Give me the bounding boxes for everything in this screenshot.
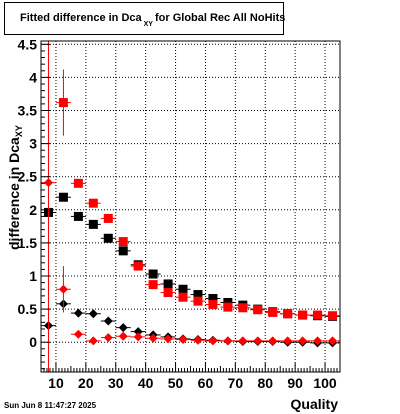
x-tick-label: 10	[48, 375, 64, 391]
y-tick-label: 3	[29, 136, 37, 152]
data-point-square	[298, 310, 308, 320]
data-point-square	[193, 296, 203, 306]
data-point-diamond	[73, 308, 83, 318]
y-tick-label: 1	[29, 268, 37, 284]
data-point-square	[103, 233, 113, 243]
data-point-square	[178, 292, 188, 302]
data-point-square	[58, 98, 68, 108]
y-tick-label: 2	[29, 202, 37, 218]
data-point-diamond	[43, 178, 53, 188]
data-point-square	[313, 310, 323, 320]
timestamp: Sun Jun 8 11:47:27 2025	[4, 401, 97, 410]
y-tick-label: 4.5	[18, 36, 38, 52]
data-point-square	[238, 303, 248, 313]
y-axis-label-subscript: XY	[14, 125, 24, 138]
data-point-square	[268, 307, 278, 317]
data-point-square	[178, 284, 188, 294]
data-point-diamond	[88, 309, 98, 319]
y-tick-label: 3.5	[18, 103, 38, 119]
data-point-diamond	[133, 327, 143, 337]
x-tick-label: 40	[138, 375, 154, 391]
data-point-diamond	[178, 335, 188, 345]
data-point-diamond	[163, 334, 173, 344]
x-tick-label: 80	[257, 375, 273, 391]
title-main: Fitted difference in Dca	[20, 12, 142, 24]
y-tick-label: 0.5	[18, 301, 38, 317]
title-rest: for Global Rec All NoHits	[154, 12, 286, 24]
data-point-square	[283, 309, 293, 319]
y-tick-label: 1.5	[18, 235, 38, 251]
x-tick-label: 70	[228, 375, 244, 391]
data-point-diamond	[223, 336, 233, 346]
data-point-diamond	[103, 316, 113, 326]
x-axis-label: Quality	[290, 396, 338, 412]
data-point-square	[148, 280, 158, 290]
x-tick-label: 50	[168, 375, 184, 391]
data-point-diamond	[298, 336, 308, 346]
data-point-square	[163, 288, 173, 298]
data-point-square	[103, 213, 113, 223]
data-point-square	[223, 302, 233, 312]
x-tick-label: 60	[198, 375, 214, 391]
data-point-square	[223, 297, 233, 307]
y-tick-label: 0	[29, 334, 37, 350]
data-point-diamond	[148, 333, 158, 343]
data-point-diamond	[253, 336, 263, 346]
data-point-diamond	[118, 331, 128, 341]
data-point-diamond	[58, 284, 68, 294]
data-point-diamond	[88, 336, 98, 346]
data-point-diamond	[238, 336, 248, 346]
data-point-square	[88, 219, 98, 229]
data-point-diamond	[133, 332, 143, 342]
title-box: Fitted difference in DcaXYfor Global Rec…	[4, 2, 286, 35]
data-point-square	[328, 311, 338, 321]
axis-ticks: 10 20 30 40 50 60 70 80 90 100 0 0.5 1 1.5 2 2.5 3 3.5 4 4.…	[18, 36, 341, 391]
x-tick-label: 90	[287, 375, 303, 391]
x-tick-label: 30	[108, 375, 124, 391]
data-point-square	[253, 305, 263, 315]
y-tick-label: 2.5	[18, 169, 38, 185]
data-point-diamond	[103, 333, 113, 343]
data-point-square	[58, 192, 68, 202]
data-point-diamond	[268, 336, 278, 346]
data-point-square	[208, 299, 218, 309]
data-markers	[41, 41, 340, 372]
data-point-diamond	[193, 335, 203, 345]
data-point-square	[118, 237, 128, 247]
y-axis-label-main: difference in Dca	[6, 137, 22, 250]
x-tick-label: 20	[78, 375, 94, 391]
title-subscript: XY	[143, 21, 153, 28]
data-point-square	[118, 246, 128, 256]
data-point-square	[193, 290, 203, 300]
data-point-diamond	[283, 336, 293, 346]
data-point-square	[208, 294, 218, 304]
grid-lines	[41, 41, 340, 372]
data-point-square	[148, 269, 158, 279]
data-point-diamond	[73, 329, 83, 339]
data-point-square	[73, 178, 83, 188]
data-point-square	[73, 211, 83, 221]
data-point-diamond	[313, 336, 323, 346]
data-point-diamond	[328, 336, 338, 346]
data-point-square	[133, 261, 143, 271]
y-axis-label: difference in DcaXY	[6, 125, 24, 250]
data-point-diamond	[208, 336, 218, 346]
data-point-diamond	[118, 323, 128, 333]
data-point-square	[163, 279, 173, 289]
chart-title: Fitted difference in DcaXYfor Global Rec…	[20, 12, 286, 28]
data-point-square	[88, 198, 98, 208]
y-tick-label: 4	[29, 69, 37, 85]
x-tick-label: 100	[313, 375, 337, 391]
